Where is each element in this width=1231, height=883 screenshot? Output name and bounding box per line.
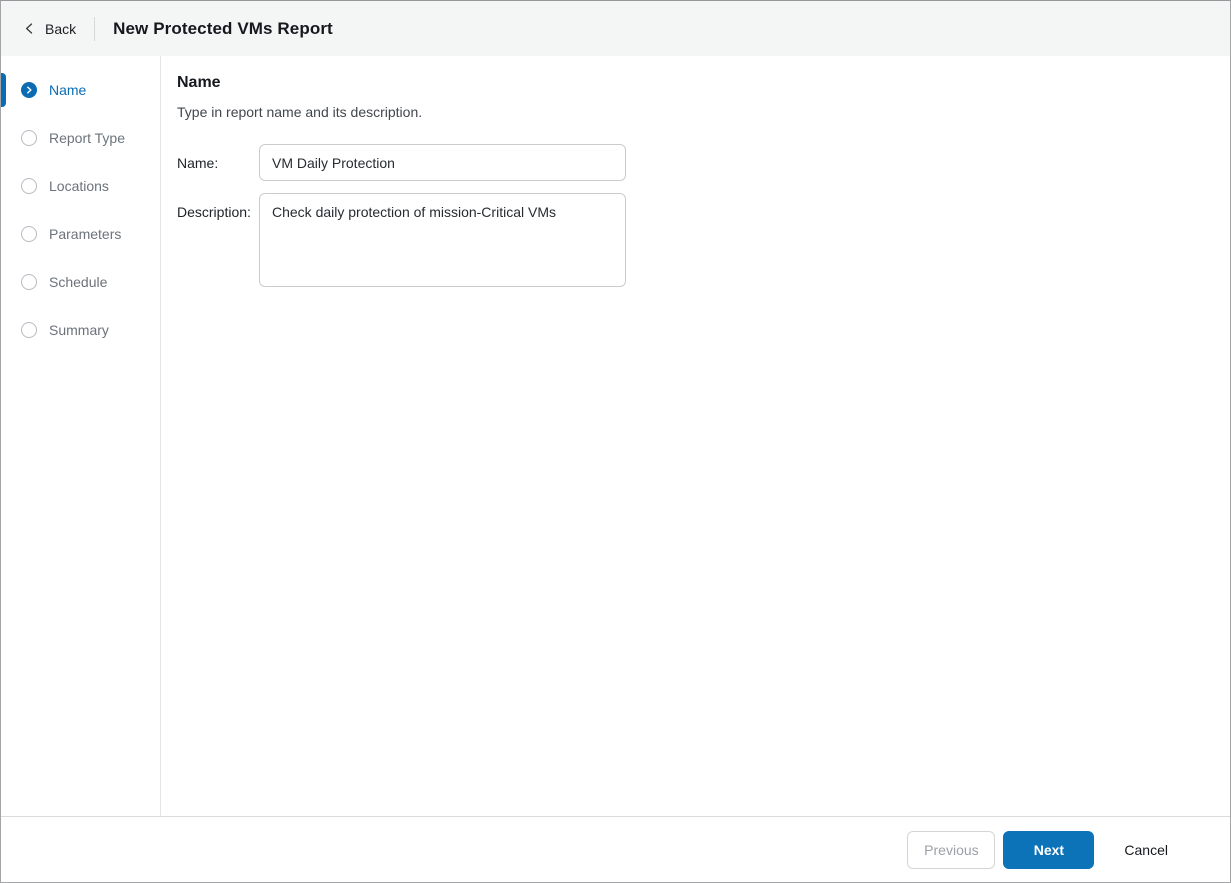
wizard-steps-sidebar: Name Report Type Locations Parameters Sc… xyxy=(1,56,161,816)
description-field-label: Description: xyxy=(177,204,251,220)
name-form: Name: Description: Check daily protectio… xyxy=(177,144,1206,287)
active-step-indicator xyxy=(1,73,6,107)
step-label: Parameters xyxy=(49,226,122,242)
step-label: Schedule xyxy=(49,274,108,290)
page-title: New Protected VMs Report xyxy=(113,18,333,38)
cancel-button[interactable]: Cancel xyxy=(1124,831,1168,869)
step-label: Summary xyxy=(49,322,109,338)
header-divider xyxy=(94,16,96,41)
step-status-icon xyxy=(21,130,37,146)
wizard-step-summary[interactable]: Summary xyxy=(1,306,160,354)
step-status-icon xyxy=(21,274,37,290)
name-field-label: Name: xyxy=(177,154,219,171)
step-label: Name xyxy=(49,82,87,98)
wizard-step-schedule[interactable]: Schedule xyxy=(1,258,160,306)
wizard-body: Name Report Type Locations Parameters Sc… xyxy=(1,56,1230,816)
report-name-input[interactable] xyxy=(259,144,626,181)
step-heading: Name xyxy=(177,74,221,91)
wizard-step-content: Name Type in report name and its descrip… xyxy=(161,56,1230,816)
chevron-left-icon xyxy=(23,22,36,35)
name-field-row: Name: xyxy=(177,144,1206,181)
wizard-step-parameters[interactable]: Parameters xyxy=(1,210,160,258)
wizard-header: Back New Protected VMs Report xyxy=(1,1,1230,56)
previous-button[interactable]: Previous xyxy=(907,830,996,869)
description-field-row: Description: Check daily protection of m… xyxy=(177,193,1206,287)
next-button[interactable]: Next xyxy=(1003,830,1095,869)
wizard-step-name[interactable]: Name xyxy=(1,66,160,114)
report-description-textarea[interactable]: Check daily protection of mission-Critic… xyxy=(259,193,626,287)
wizard-step-report-type[interactable]: Report Type xyxy=(1,114,160,162)
step-label: Report Type xyxy=(49,130,126,146)
step-status-icon xyxy=(21,322,37,338)
back-button[interactable]: Back xyxy=(19,15,80,43)
wizard-footer: Previous Next Cancel xyxy=(1,816,1230,882)
chevron-right-icon xyxy=(24,85,34,95)
step-status-icon xyxy=(21,82,37,98)
back-button-label: Back xyxy=(45,20,77,37)
step-status-icon xyxy=(21,178,37,194)
step-subtitle: Type in report name and its description. xyxy=(177,104,423,120)
step-label: Locations xyxy=(49,178,109,194)
step-status-icon xyxy=(21,226,37,242)
wizard-step-locations[interactable]: Locations xyxy=(1,162,160,210)
